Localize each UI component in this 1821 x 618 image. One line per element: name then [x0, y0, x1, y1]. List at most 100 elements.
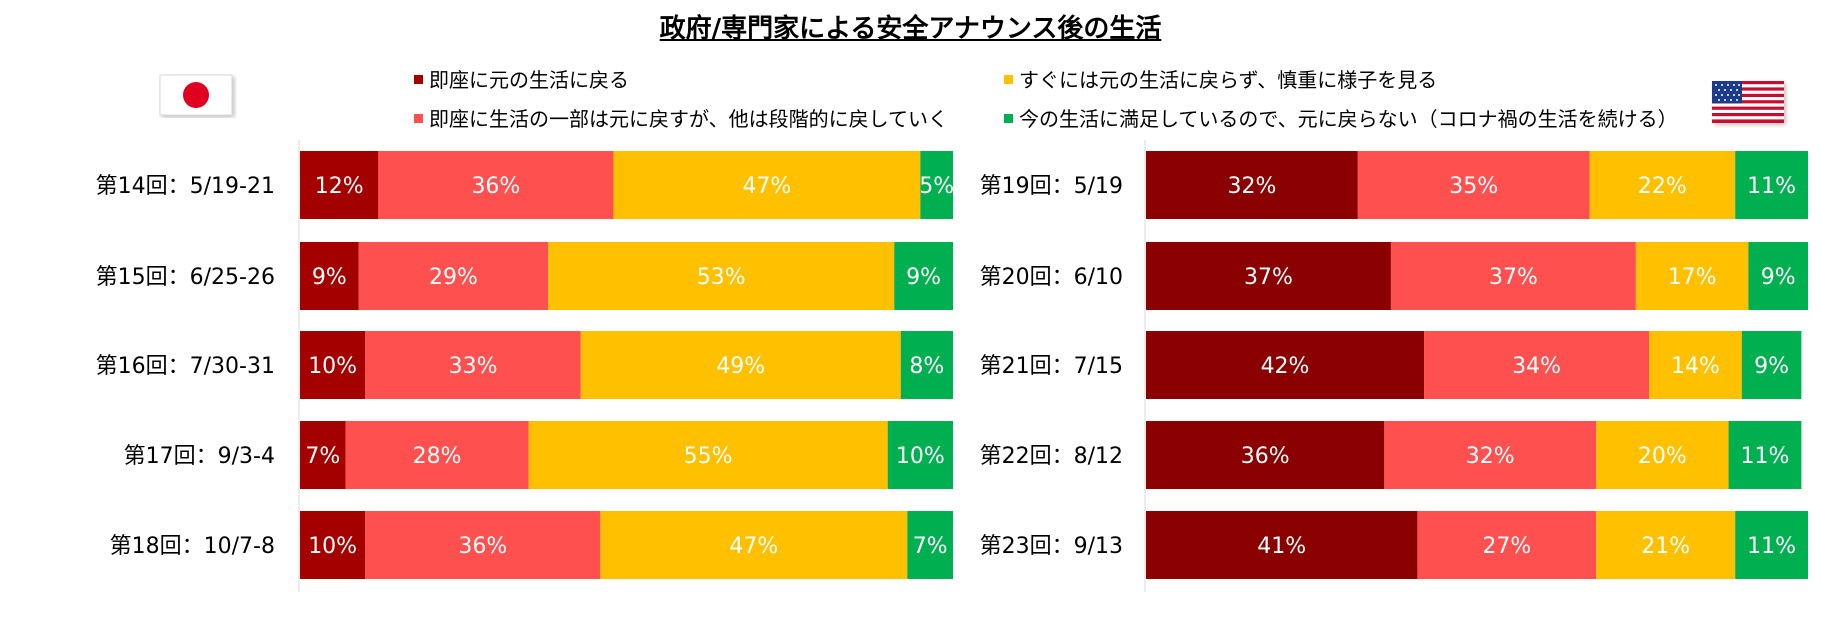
- bar-segment: [300, 242, 359, 310]
- data-label: 8%: [909, 354, 944, 379]
- legend-item-wait-and-see: すぐには元の生活に戻らず、慎重に様子を見る: [1004, 64, 1437, 93]
- data-label: 32%: [1466, 444, 1515, 469]
- bar-segment: [378, 151, 614, 219]
- category-label: 第23回：9/13: [980, 534, 1123, 559]
- bar-segment: [580, 331, 901, 399]
- data-label: 47%: [729, 534, 778, 559]
- bar-segment: [1735, 151, 1808, 219]
- category-label: 第20回：6/10: [980, 265, 1123, 290]
- bar-segment: [1357, 151, 1590, 219]
- data-label: 36%: [1241, 444, 1290, 469]
- data-label: 9%: [1761, 265, 1796, 290]
- data-label: 33%: [449, 354, 498, 379]
- bar-segment: [1735, 511, 1808, 579]
- legend-swatch-dark-red: [414, 75, 423, 84]
- data-label: 22%: [1638, 174, 1687, 199]
- bar-segment: [300, 151, 379, 219]
- bar-segment: [1424, 331, 1650, 399]
- usa-flag: [1711, 80, 1789, 132]
- bar-segment: [548, 242, 895, 310]
- data-label: 29%: [429, 265, 478, 290]
- category-label: 第22回：8/12: [980, 444, 1123, 469]
- bar-segment: [300, 421, 346, 489]
- category-label: 第18回：10/7-8: [110, 534, 275, 559]
- data-label: 9%: [906, 265, 941, 290]
- legend-item-partial-return: 即座に生活の一部は元に戻すが、他は段階的に戻していく: [414, 103, 948, 132]
- data-label: 35%: [1449, 174, 1498, 199]
- data-label: 10%: [308, 354, 357, 379]
- data-label: 37%: [1244, 265, 1293, 290]
- legend-swatch-red: [414, 114, 423, 123]
- data-label: 41%: [1257, 534, 1306, 559]
- bar-segment: [1596, 421, 1729, 489]
- data-label: 34%: [1512, 354, 1561, 379]
- bar-segment: [613, 151, 921, 219]
- bar-segment: [358, 242, 549, 310]
- bar-segment: [887, 421, 953, 489]
- data-label: 12%: [315, 174, 364, 199]
- chart-title: 政府/専門家による安全アナウンス後の生活: [659, 14, 1162, 44]
- data-label: 17%: [1668, 265, 1717, 290]
- data-label: 36%: [471, 174, 520, 199]
- data-label: 27%: [1482, 534, 1531, 559]
- bar-segment: [1417, 511, 1597, 579]
- data-label: 21%: [1641, 534, 1690, 559]
- category-label: 第14回：5/19-21: [96, 174, 275, 199]
- bar-segment: [300, 511, 366, 579]
- data-label: 11%: [1747, 534, 1796, 559]
- bar-segment: [1635, 242, 1749, 310]
- bar-segment: [300, 331, 366, 399]
- bar-segment: [894, 242, 953, 310]
- bar-segment: [1748, 242, 1808, 310]
- data-label: 36%: [458, 534, 507, 559]
- category-label: 第17回：9/3-4: [124, 444, 275, 469]
- bar-segment: [1146, 242, 1391, 310]
- data-label: 10%: [896, 444, 945, 469]
- category-label: 第19回：5/19: [980, 174, 1123, 199]
- japan-flag: [159, 74, 237, 122]
- category-label: 第21回：7/15: [980, 354, 1123, 379]
- data-label: 20%: [1638, 444, 1687, 469]
- bar-segment: [1589, 151, 1736, 219]
- data-label: 7%: [305, 444, 340, 469]
- bar-segment: [528, 421, 888, 489]
- bar-segment: [1390, 242, 1636, 310]
- bar-segment: [920, 151, 953, 219]
- data-label: 11%: [1741, 444, 1790, 469]
- bar-segment: [600, 511, 908, 579]
- data-label: 37%: [1489, 265, 1538, 290]
- data-label: 55%: [684, 444, 733, 469]
- bar-segment: [1649, 331, 1742, 399]
- data-label: 7%: [913, 534, 948, 559]
- bar-segment: [1146, 151, 1358, 219]
- bar-segment: [1741, 331, 1802, 399]
- data-label: 5%: [919, 174, 954, 199]
- bar-segment: [907, 511, 953, 579]
- data-label: 28%: [413, 444, 462, 469]
- data-label: 32%: [1227, 174, 1276, 199]
- legend-item-stay: 今の生活に満足しているので、元に戻らない（コロナ禍の生活を続ける）: [1004, 103, 1678, 132]
- data-label: 47%: [742, 174, 791, 199]
- bar-segment: [1146, 511, 1418, 579]
- bar-segment: [1146, 331, 1425, 399]
- bar-segment: [365, 331, 581, 399]
- data-label: 9%: [1754, 354, 1789, 379]
- bar-segment: [345, 421, 529, 489]
- category-label: 第16回：7/30-31: [96, 354, 275, 379]
- legend-swatch-green: [1004, 114, 1013, 123]
- bar-segment: [365, 511, 601, 579]
- legend-label: 即座に元の生活に戻る: [429, 68, 629, 92]
- legend-label: すぐには元の生活に戻らず、慎重に様子を見る: [1019, 68, 1438, 92]
- data-label: 49%: [716, 354, 765, 379]
- bar-segment: [1146, 421, 1385, 489]
- data-label: 10%: [308, 534, 357, 559]
- legend-label: 今の生活に満足しているので、元に戻らない（コロナ禍の生活を続ける）: [1019, 107, 1678, 131]
- legend-label: 即座に生活の一部は元に戻すが、他は段階的に戻していく: [429, 107, 948, 131]
- data-label: 42%: [1261, 354, 1310, 379]
- bar-segment: [1384, 421, 1597, 489]
- data-label: 53%: [697, 265, 746, 290]
- data-label: 14%: [1671, 354, 1720, 379]
- bar-segment: [1596, 511, 1736, 579]
- category-label: 第15回：6/25-26: [96, 265, 275, 290]
